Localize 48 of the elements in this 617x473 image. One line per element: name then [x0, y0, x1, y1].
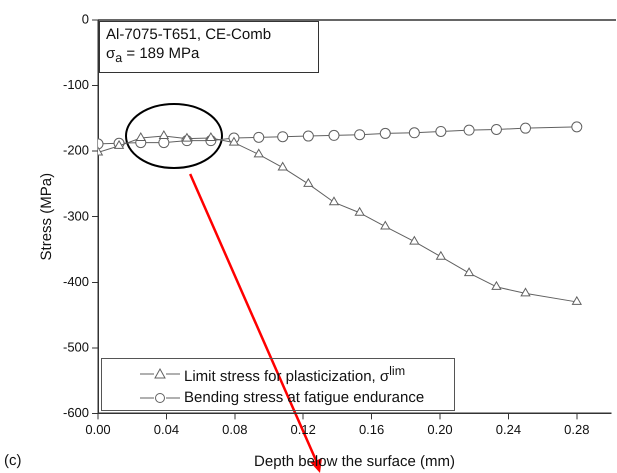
point — [182, 133, 192, 142]
y-tick-label: -600 — [62, 404, 90, 420]
point — [490, 124, 502, 135]
point — [278, 162, 288, 171]
point — [229, 137, 239, 146]
point — [464, 124, 475, 136]
point — [328, 130, 340, 141]
point — [380, 221, 390, 230]
point — [572, 296, 582, 305]
point — [277, 131, 288, 142]
y-tick-label: -300 — [62, 208, 90, 224]
point — [329, 196, 339, 206]
point — [136, 132, 146, 142]
point — [114, 140, 124, 149]
point — [254, 148, 264, 158]
point — [206, 132, 216, 142]
y-tick-label: -500 — [62, 339, 90, 354]
x-tick-label: 0.04 — [154, 422, 180, 437]
point — [354, 207, 364, 216]
x-tick-label: 0.00 — [85, 422, 111, 437]
point — [435, 126, 446, 137]
y-tick-label: 0 — [82, 12, 90, 27]
point — [304, 178, 314, 187]
text: (c) — [4, 452, 22, 469]
y-tick-label: -400 — [62, 274, 90, 289]
annotation: σ$_{a}$ = 189 MPa — [106, 44, 200, 67]
y-axis-title: Stress (MPa) — [38, 172, 56, 260]
x-tick-label: 0.28 — [564, 422, 590, 437]
point — [520, 288, 530, 296]
point — [408, 127, 420, 138]
point — [410, 236, 420, 245]
point — [159, 130, 169, 140]
y-tick-label: -200 — [62, 142, 90, 158]
point — [302, 130, 314, 142]
point — [253, 132, 264, 143]
point — [354, 129, 366, 140]
annotation: Al-7075-T651, CE-Comb — [106, 25, 272, 44]
x-tick-label: 0.16 — [358, 422, 384, 437]
x-tick-label: 0.08 — [222, 422, 248, 437]
point — [464, 268, 474, 276]
point — [492, 281, 502, 290]
point — [436, 251, 446, 260]
x-tick-label: 0.24 — [496, 422, 522, 437]
point — [571, 121, 582, 132]
y-tick-label: -100 — [62, 77, 90, 92]
x-tick-label: 0.20 — [427, 422, 453, 437]
point — [520, 122, 532, 134]
point — [380, 128, 391, 139]
